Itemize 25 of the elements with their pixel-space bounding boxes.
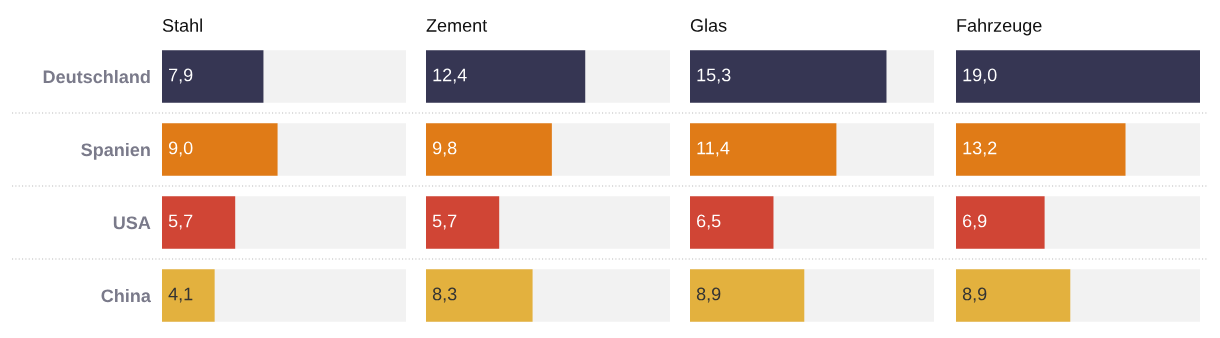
data-label: 4,1 [168, 287, 193, 303]
y-tick-label: Spanien [81, 142, 150, 160]
chart-title: Zement [426, 19, 488, 32]
y-tick-label: China [101, 288, 152, 303]
data-label: 11,4 [697, 141, 730, 157]
data-label: 13,2 [963, 141, 997, 157]
y-tick-label: Deutschland [43, 69, 150, 84]
data-label: 15,3 [697, 68, 731, 84]
chart-title: Glas [690, 18, 727, 32]
bar [162, 269, 215, 322]
data-label: 8,9 [962, 287, 987, 303]
data-label: 6,9 [963, 214, 987, 230]
data-label: 8,9 [696, 287, 721, 303]
data-label: 6,5 [697, 214, 721, 230]
y-tick-label: USA [113, 216, 151, 230]
data-label: 7,9 [169, 68, 193, 84]
data-label: 19,0 [963, 68, 997, 84]
chart-title: Stahl [162, 18, 202, 32]
data-label: 9,8 [432, 141, 457, 157]
data-label: 12,4 [433, 68, 467, 84]
data-label: 5,7 [432, 214, 457, 230]
chart-title: Fahrzeuge [957, 18, 1042, 36]
data-label: 5,7 [168, 214, 193, 230]
data-label: 9,0 [168, 141, 193, 157]
data-label: 8,3 [432, 287, 457, 303]
